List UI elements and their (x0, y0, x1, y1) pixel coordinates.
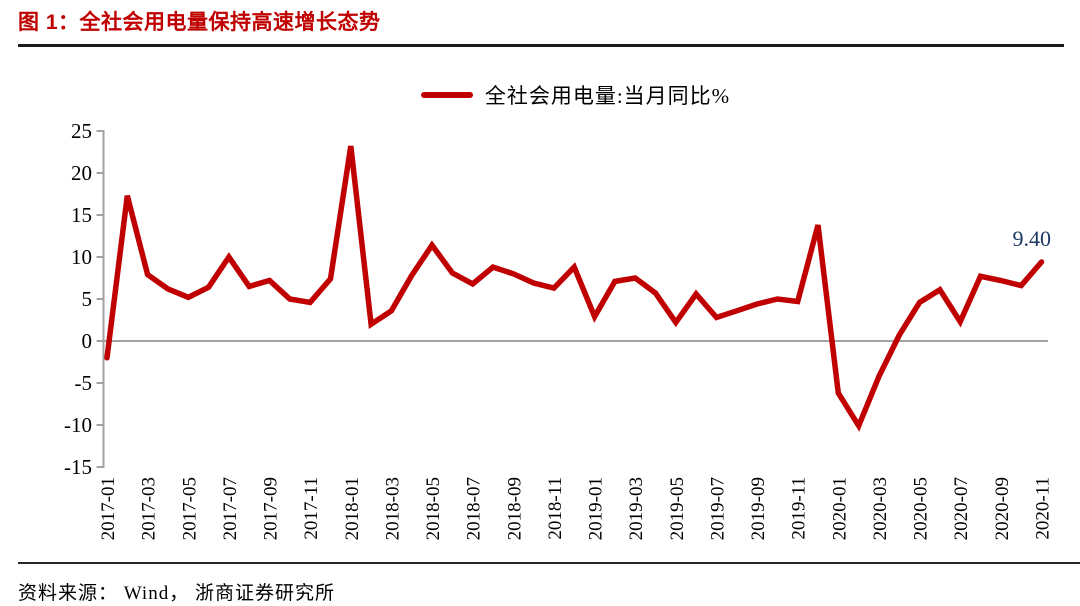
x-tick-label: 2017-05 (179, 477, 200, 540)
y-tick-label: 25 (71, 119, 92, 143)
last-value-annotation: 9.40 (1013, 226, 1052, 251)
title-rule (18, 44, 1064, 47)
x-tick-label: 2020-07 (951, 477, 972, 540)
y-tick-label: -10 (64, 413, 92, 437)
y-tick-label: 20 (71, 161, 92, 185)
source-text: 资料来源： Wind， 浙商证券研究所 (18, 583, 335, 604)
x-tick-label: 2017-03 (139, 477, 160, 540)
x-tick-label: 2017-11 (301, 477, 322, 540)
y-tick-label: 10 (71, 245, 92, 269)
x-tick-label: 2020-01 (829, 477, 850, 540)
y-tick-label: 5 (82, 287, 93, 311)
y-tick-label: -5 (75, 371, 93, 395)
x-tick-label: 2020-09 (992, 477, 1013, 540)
x-tick-label: 2018-01 (342, 477, 363, 540)
x-tick-label: 2017-07 (220, 477, 241, 540)
y-tick-label: 15 (71, 203, 92, 227)
x-tick-label: 2018-03 (382, 477, 403, 540)
source-rule (18, 562, 1080, 564)
figure-title: 图 1：全社会用电量保持高速增长态势 (18, 11, 381, 34)
x-tick-label: 2018-09 (504, 477, 525, 540)
y-tick-label: -15 (64, 455, 92, 479)
x-tick-label: 2018-11 (545, 477, 566, 540)
x-tick-label: 2019-09 (748, 477, 769, 540)
x-tick-label: 2018-07 (464, 477, 485, 540)
series-line (104, 145, 1045, 432)
x-tick-label: 2020-03 (870, 477, 891, 540)
chart-legend: 全社会用电量:当月同比% (103, 80, 1048, 110)
x-tick-label: 2019-05 (667, 477, 688, 540)
x-tick-label: 2019-11 (789, 477, 810, 540)
x-tick-label: 2017-01 (98, 477, 119, 540)
x-tick-label: 2020-05 (911, 477, 932, 540)
x-tick-label: 2017-09 (261, 477, 282, 540)
x-tick-label: 2020-11 (1033, 477, 1054, 540)
x-tick-label: 2018-05 (423, 477, 444, 540)
x-tick-label: 2019-03 (626, 477, 647, 540)
legend-line-swatch (420, 92, 473, 98)
x-tick-label: 2019-01 (586, 477, 607, 540)
x-tick-label: 2019-07 (708, 477, 729, 540)
y-tick-label: 0 (82, 329, 93, 353)
legend-label: 全社会用电量:当月同比% (484, 84, 731, 108)
